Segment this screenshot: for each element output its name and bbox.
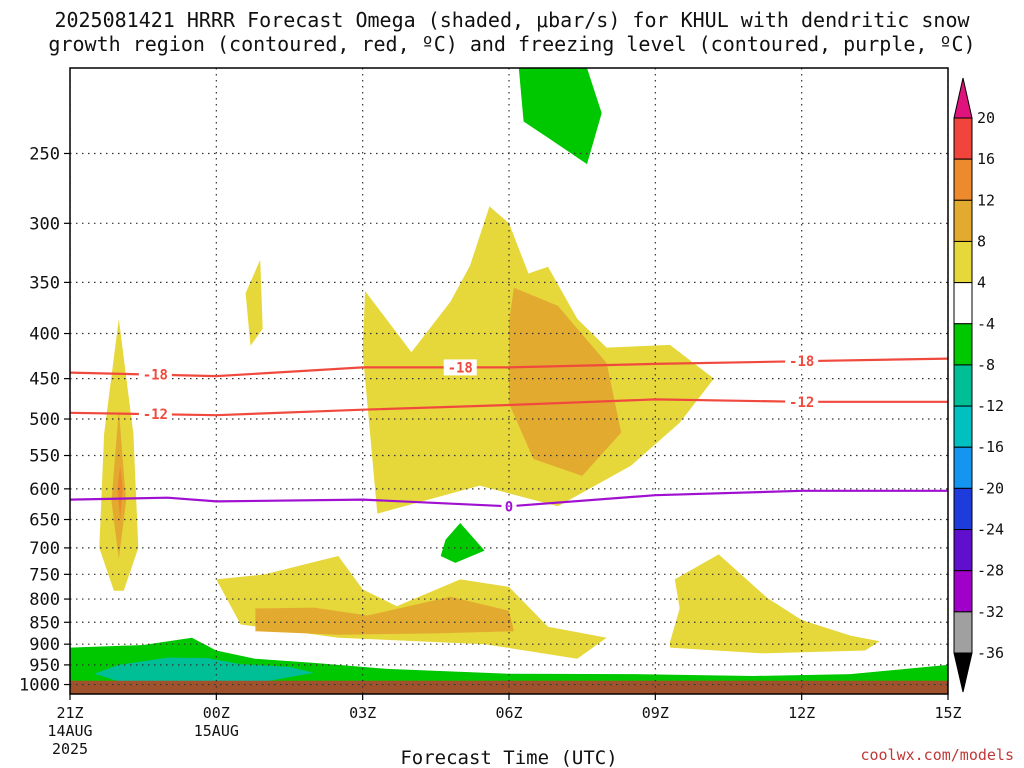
colorbar-swatch	[953, 487, 973, 531]
colorbar-label: -32	[977, 603, 1004, 621]
contour-label-bg	[785, 353, 819, 370]
x-axis-label: Forecast Time (UTC)	[400, 747, 617, 768]
y-tick-label: 900	[29, 635, 60, 655]
y-tick-label: 300	[29, 214, 60, 234]
omega-region-3	[245, 259, 263, 346]
x-tick-sublabel: 2025	[52, 740, 88, 758]
omega-region-12	[94, 657, 314, 682]
colorbar-label: 12	[977, 191, 995, 209]
omega-region-8	[670, 554, 880, 654]
colorbar-swatch	[953, 199, 973, 242]
y-tick-label: 1000	[19, 676, 60, 696]
x-tick-label: 09Z	[642, 704, 669, 722]
omega-region-5	[509, 287, 622, 476]
y-tick-label: 800	[29, 590, 60, 610]
colorbar-label: 8	[977, 232, 986, 250]
x-tick-label: 21Z	[56, 704, 83, 722]
y-tick-label: 950	[29, 656, 60, 676]
contour-label: -18	[143, 368, 168, 384]
contour-label-bg	[501, 498, 517, 515]
colorbar-arrow-bottom	[953, 652, 973, 693]
y-tick-label: 650	[29, 511, 60, 531]
contour-label: -12	[143, 407, 168, 423]
contour-label-bg	[138, 406, 172, 423]
colorbar-label: -24	[977, 521, 1004, 539]
y-tick-label: 850	[29, 613, 60, 633]
colorbar-swatch	[953, 529, 973, 572]
y-tick-label: 750	[29, 565, 60, 585]
chart-title: 2025081421 HRRR Forecast Omega (shaded, …	[48, 8, 976, 56]
colorbar-label: 16	[977, 150, 995, 168]
omega-region-9	[518, 68, 602, 165]
colorbar-swatch	[953, 364, 973, 407]
colorbar-label: -8	[977, 356, 995, 374]
colorbar-swatch	[953, 570, 973, 613]
colorbar-swatch	[953, 158, 973, 201]
contour-line-freezing_level-2	[70, 489, 948, 508]
colorbar-swatch	[953, 240, 973, 284]
y-tick-label: 250	[29, 144, 60, 164]
colorbar-label: 20	[977, 109, 995, 127]
contour-label-bg	[443, 359, 477, 376]
omega-region-10	[440, 523, 485, 563]
contour-label: -18	[789, 354, 814, 370]
y-tick-label: 700	[29, 539, 60, 559]
x-tick-label: 12Z	[788, 704, 815, 722]
y-tick-label: 500	[29, 410, 60, 430]
plot-area: -18 -18 -18 -12 -12 0	[70, 68, 948, 694]
colorbar-swatch	[953, 611, 973, 654]
colorbar-label: -16	[977, 438, 1004, 456]
x-tick-label: 00Z	[203, 704, 230, 722]
colorbar-swatch	[953, 117, 973, 160]
y-tick-label: 600	[29, 480, 60, 500]
x-tick-sublabel: 14AUG	[47, 722, 92, 740]
contour-label: 0	[505, 499, 513, 515]
colorbar-swatch	[953, 446, 973, 489]
colorbar-label: -36	[977, 644, 1004, 662]
contour-label: -18	[448, 360, 473, 376]
x-tick-label: 03Z	[349, 704, 376, 722]
colorbar-swatch	[953, 323, 973, 366]
x-tick-label: 15Z	[934, 704, 961, 722]
colorbar-arrow-top	[953, 77, 973, 119]
contour-label: -12	[789, 395, 814, 411]
credit-text[interactable]: coolwx.com/models	[860, 746, 1014, 764]
omega-region-7	[255, 596, 514, 635]
y-tick-label: 350	[29, 273, 60, 293]
colorbar-label: -12	[977, 397, 1004, 415]
colorbar-swatch	[953, 282, 973, 325]
omega-region-2	[117, 465, 123, 520]
colorbar-label: 4	[977, 274, 986, 292]
y-tick-label: 450	[29, 370, 60, 390]
x-tick-sublabel: 15AUG	[194, 722, 239, 740]
colorbar-label: -4	[977, 315, 995, 333]
contour-label-bg	[138, 366, 172, 383]
colorbar-label: -20	[977, 479, 1004, 497]
x-tick-label: 06Z	[495, 704, 522, 722]
y-tick-label: 400	[29, 325, 60, 345]
contour-label-bg	[785, 393, 819, 410]
y-tick-label: 550	[29, 447, 60, 467]
colorbar-label: -28	[977, 562, 1004, 580]
colorbar-swatch	[953, 405, 973, 448]
